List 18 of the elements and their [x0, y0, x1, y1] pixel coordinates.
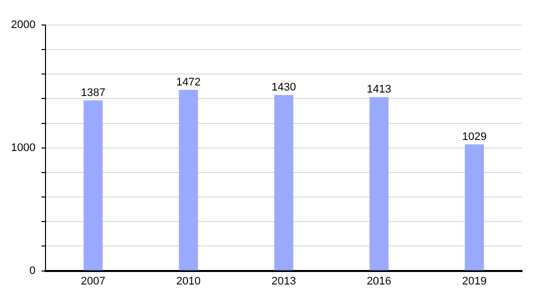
data-label: 1387	[80, 86, 106, 99]
bar	[178, 90, 198, 270]
data-label: 1472	[176, 76, 201, 88]
bar	[84, 100, 103, 270]
data-label: 1430	[271, 82, 296, 94]
data-label: 1029	[462, 130, 487, 143]
data-label: 1413	[366, 84, 392, 96]
y-tick-label: 1000	[10, 142, 36, 154]
bar	[274, 95, 294, 270]
x-tick-label: 2016	[366, 275, 392, 288]
x-tick-label: 2019	[462, 275, 487, 288]
x-tick-label: 2013	[271, 275, 296, 288]
x-tick-label: 2007	[80, 275, 106, 288]
x-tick-label: 2010	[176, 275, 201, 288]
y-tick-label: 2000	[10, 19, 36, 32]
bar	[464, 144, 484, 270]
y-tick-label: 0	[29, 264, 36, 277]
bar	[370, 97, 389, 270]
